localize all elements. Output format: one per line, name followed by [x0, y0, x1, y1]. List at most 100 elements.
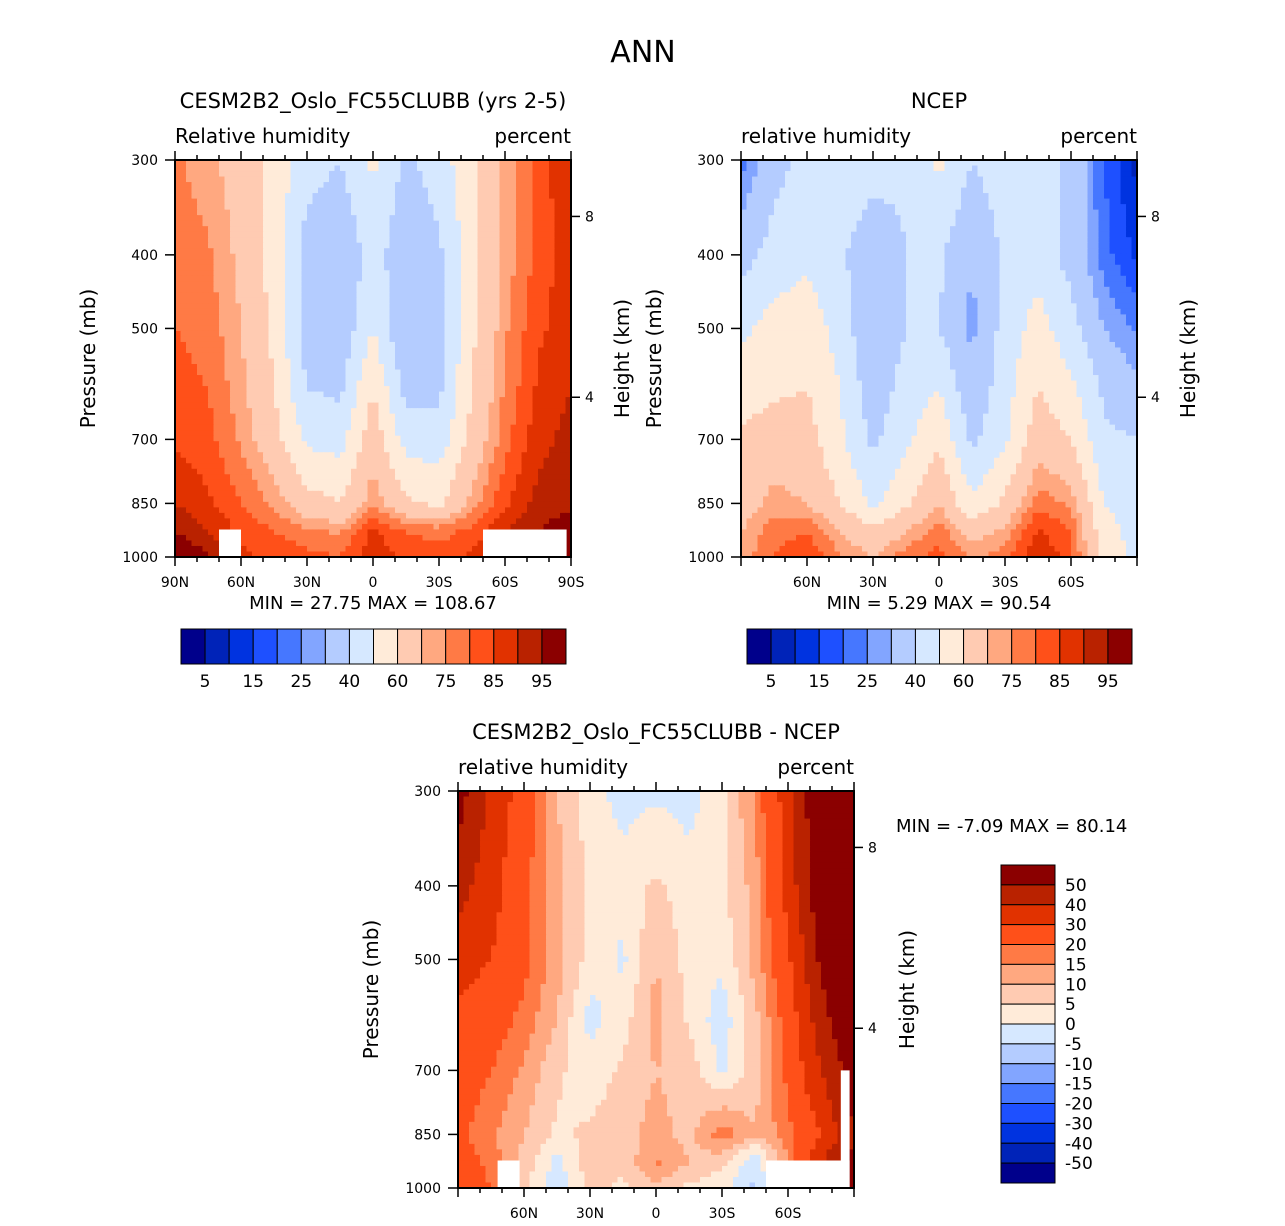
contour-cell	[230, 375, 237, 382]
contour-cell	[257, 176, 264, 183]
contour-cell	[345, 375, 352, 382]
contour-cell	[180, 435, 187, 442]
contour-cell	[340, 507, 347, 514]
contour-cell	[219, 518, 226, 525]
contour-cell	[560, 408, 567, 415]
contour-cell	[191, 308, 198, 315]
contour-cell	[466, 496, 473, 503]
contour-cell	[318, 529, 325, 536]
contour-cell	[439, 402, 446, 409]
contour-cell	[450, 452, 457, 459]
contour-cell	[395, 402, 402, 409]
contour-cell	[521, 446, 528, 453]
contour-cell	[532, 512, 539, 519]
contour-cell	[329, 292, 336, 299]
contour-cell	[494, 413, 501, 420]
contour-cell	[345, 507, 352, 514]
contour-cell	[175, 507, 182, 514]
contour-cell	[345, 336, 352, 343]
contour-cell	[488, 281, 495, 288]
contour-cell	[444, 380, 451, 387]
contour-cell	[323, 446, 330, 453]
contour-cell	[208, 369, 215, 376]
contour-cell	[433, 352, 440, 360]
contour-cell	[406, 325, 413, 332]
contour-cell	[246, 226, 253, 233]
contour-cell	[532, 490, 539, 497]
contour-cell	[230, 259, 237, 266]
contour-cell	[180, 182, 187, 189]
contour-cell	[549, 325, 556, 332]
contour-cell	[417, 165, 424, 172]
contour-cell	[202, 518, 209, 525]
contour-cell	[400, 264, 407, 271]
contour-cell	[224, 490, 231, 497]
contour-cell	[246, 160, 253, 167]
contour-cell	[235, 237, 242, 244]
contour-cell	[356, 237, 363, 244]
contour-cell	[307, 264, 314, 271]
contour-cell	[219, 314, 226, 321]
contour-cell	[307, 457, 314, 464]
contour-cell	[395, 176, 402, 183]
contour-cell	[263, 187, 270, 194]
contour-cell	[565, 402, 572, 409]
contour-cell	[516, 419, 523, 426]
contour-cell	[367, 231, 374, 238]
contour-cell	[307, 507, 314, 514]
contour-cell	[510, 204, 517, 211]
contour-cell	[510, 496, 517, 503]
contour-cell	[422, 319, 429, 327]
contour-cell	[565, 518, 572, 525]
contour-cell	[268, 215, 275, 222]
contour-cell	[395, 248, 402, 255]
contour-cell	[367, 176, 374, 183]
contour-cell	[257, 270, 264, 277]
contour-cell	[285, 226, 292, 233]
contour-cell	[510, 380, 517, 387]
contour-cell	[213, 518, 220, 525]
contour-cell	[235, 501, 242, 508]
contour-cell	[356, 187, 363, 194]
contour-cell	[461, 391, 468, 398]
contour-cell	[373, 193, 380, 200]
contour-cell	[477, 275, 484, 282]
contour-cell	[461, 402, 468, 409]
contour-cell	[422, 413, 429, 420]
contour-cell	[472, 226, 479, 233]
contour-cell	[461, 512, 468, 519]
contour-cell	[532, 281, 539, 288]
contour-cell	[219, 270, 226, 277]
contour-cell	[439, 463, 446, 470]
contour-cell	[400, 253, 407, 260]
contour-cell	[549, 424, 556, 431]
contour-cell	[389, 319, 396, 327]
contour-cell	[175, 264, 182, 271]
contour-cell	[565, 375, 572, 382]
contour-cell	[345, 402, 352, 409]
contour-cell	[406, 209, 413, 216]
contour-cell	[334, 237, 341, 244]
contour-cell	[455, 303, 462, 310]
contour-cell	[213, 237, 220, 244]
contour-cell	[549, 319, 556, 327]
contour-cell	[378, 512, 385, 519]
contour-cell	[406, 297, 413, 304]
contour-cell	[411, 336, 418, 343]
contour-cell	[395, 369, 402, 376]
contour-cell	[472, 507, 479, 514]
contour-cell	[560, 319, 567, 327]
contour-cell	[197, 380, 204, 387]
contour-cell	[252, 457, 259, 464]
contour-cell	[213, 319, 220, 327]
contour-cell	[538, 479, 545, 486]
contour-cell	[384, 237, 391, 244]
contour-cell	[472, 286, 479, 293]
contour-cell	[461, 441, 468, 448]
contour-cell	[285, 165, 292, 172]
contour-cell	[285, 380, 292, 387]
contour-cell	[494, 496, 501, 503]
contour-cell	[505, 474, 512, 481]
contour-cell	[263, 386, 270, 393]
contour-cell	[560, 452, 567, 459]
